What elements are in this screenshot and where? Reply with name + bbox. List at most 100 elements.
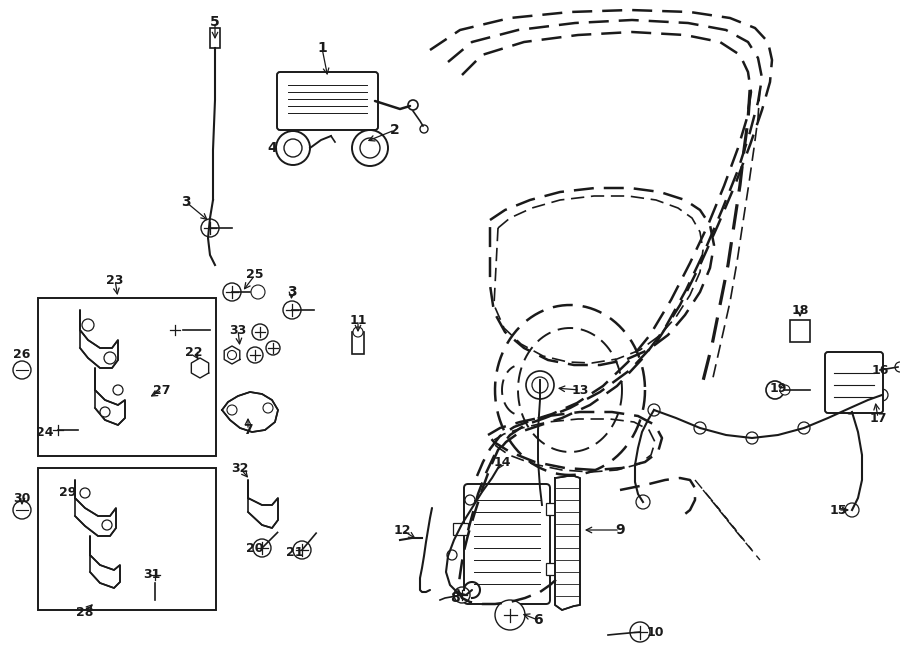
Text: 10: 10: [646, 625, 664, 639]
Circle shape: [352, 130, 388, 166]
Circle shape: [526, 371, 554, 399]
Polygon shape: [555, 476, 580, 610]
Circle shape: [532, 377, 548, 393]
Circle shape: [82, 319, 94, 331]
Bar: [38, 298, 216, 456]
Text: 5: 5: [210, 15, 220, 29]
Circle shape: [420, 125, 428, 133]
Circle shape: [353, 327, 363, 337]
Text: 13: 13: [572, 383, 589, 397]
Circle shape: [694, 422, 706, 434]
Polygon shape: [80, 310, 118, 368]
Circle shape: [13, 501, 31, 519]
Bar: [546, 503, 561, 515]
Circle shape: [80, 488, 90, 498]
Circle shape: [766, 381, 784, 399]
Polygon shape: [90, 536, 120, 588]
Text: 31: 31: [143, 568, 161, 582]
FancyBboxPatch shape: [464, 484, 550, 604]
Circle shape: [447, 550, 457, 560]
Text: 27: 27: [153, 383, 171, 397]
Text: 17: 17: [869, 412, 886, 424]
Circle shape: [113, 385, 123, 395]
Bar: [453, 523, 468, 535]
Circle shape: [100, 407, 110, 417]
Circle shape: [223, 283, 241, 301]
Text: 11: 11: [349, 313, 367, 327]
Circle shape: [293, 541, 311, 559]
Text: 12: 12: [393, 524, 410, 537]
Text: 18: 18: [791, 303, 809, 317]
Text: 16: 16: [871, 364, 888, 377]
Text: 6: 6: [533, 613, 543, 627]
Text: 3: 3: [287, 285, 297, 299]
Polygon shape: [95, 368, 125, 425]
Polygon shape: [248, 480, 278, 528]
Text: 22: 22: [185, 346, 202, 358]
Bar: [546, 563, 561, 575]
Circle shape: [844, 402, 856, 414]
Circle shape: [746, 432, 758, 444]
Circle shape: [454, 587, 470, 603]
Text: 9: 9: [616, 523, 625, 537]
Circle shape: [283, 301, 301, 319]
FancyBboxPatch shape: [277, 72, 378, 130]
Circle shape: [247, 347, 263, 363]
Text: 24: 24: [36, 426, 54, 438]
Circle shape: [465, 495, 475, 505]
Bar: [38, 468, 216, 610]
Text: 19: 19: [770, 381, 787, 395]
Circle shape: [252, 324, 268, 340]
Circle shape: [102, 520, 112, 530]
Text: 32: 32: [231, 461, 248, 475]
Circle shape: [895, 362, 900, 372]
Circle shape: [13, 361, 31, 379]
Circle shape: [263, 403, 273, 413]
Text: 4: 4: [267, 141, 277, 155]
Text: 20: 20: [247, 541, 264, 555]
Circle shape: [636, 495, 650, 509]
Circle shape: [276, 131, 310, 165]
Circle shape: [648, 404, 660, 416]
Circle shape: [147, 567, 163, 583]
Circle shape: [845, 503, 859, 517]
Bar: [210, 28, 220, 48]
Circle shape: [104, 352, 116, 364]
Text: 15: 15: [829, 504, 847, 516]
Bar: [790, 320, 810, 342]
Text: 14: 14: [493, 455, 511, 469]
Circle shape: [266, 341, 280, 355]
Text: 29: 29: [59, 485, 76, 498]
Text: 33: 33: [230, 323, 247, 336]
Text: 1: 1: [317, 41, 327, 55]
Circle shape: [630, 622, 650, 642]
Circle shape: [780, 385, 790, 395]
FancyBboxPatch shape: [825, 352, 883, 413]
Text: 30: 30: [14, 492, 31, 504]
Text: 21: 21: [286, 545, 304, 559]
Text: 7: 7: [243, 423, 253, 437]
Circle shape: [195, 363, 205, 373]
Text: 25: 25: [247, 268, 264, 282]
Circle shape: [408, 100, 418, 110]
Bar: [352, 332, 364, 354]
Circle shape: [227, 405, 237, 415]
Circle shape: [284, 139, 302, 157]
Text: 23: 23: [106, 274, 123, 286]
Circle shape: [50, 422, 66, 438]
Circle shape: [201, 219, 219, 237]
Circle shape: [876, 389, 888, 401]
Polygon shape: [75, 480, 116, 536]
Text: 3: 3: [181, 195, 191, 209]
Text: 8: 8: [450, 591, 460, 605]
Text: 2: 2: [390, 123, 400, 137]
Text: 28: 28: [76, 605, 94, 619]
Circle shape: [251, 285, 265, 299]
Text: 26: 26: [14, 348, 31, 360]
Circle shape: [167, 322, 183, 338]
Circle shape: [500, 605, 520, 625]
Circle shape: [360, 138, 380, 158]
Circle shape: [228, 350, 237, 360]
Circle shape: [253, 539, 271, 557]
Circle shape: [495, 600, 525, 630]
